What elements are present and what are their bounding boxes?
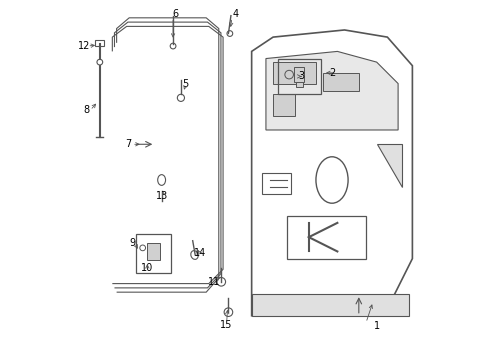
Text: 10: 10: [141, 262, 153, 273]
Text: 7: 7: [125, 139, 131, 149]
Ellipse shape: [157, 175, 165, 185]
Text: 6: 6: [172, 9, 178, 19]
Circle shape: [97, 59, 102, 65]
Text: 9: 9: [129, 238, 135, 248]
Text: 11: 11: [207, 277, 220, 287]
Bar: [287, 216, 365, 258]
Text: 2: 2: [328, 68, 334, 78]
Circle shape: [226, 31, 232, 36]
Bar: [278, 59, 321, 94]
Bar: [296, 82, 302, 87]
Ellipse shape: [315, 157, 347, 203]
Circle shape: [177, 94, 184, 102]
Text: 1: 1: [373, 321, 379, 332]
Bar: [272, 62, 315, 84]
Text: 14: 14: [193, 248, 205, 258]
Text: 15: 15: [220, 320, 232, 330]
Circle shape: [170, 43, 176, 49]
PathPatch shape: [265, 51, 397, 130]
Text: 5: 5: [182, 78, 188, 89]
Text: 13: 13: [156, 191, 168, 201]
Circle shape: [140, 245, 145, 251]
Text: 12: 12: [78, 41, 90, 51]
Ellipse shape: [190, 251, 198, 260]
Bar: [323, 73, 358, 91]
Circle shape: [217, 278, 225, 286]
Circle shape: [285, 70, 293, 79]
PathPatch shape: [251, 30, 411, 316]
PathPatch shape: [262, 173, 290, 194]
Text: 4: 4: [232, 9, 239, 19]
Bar: [135, 234, 171, 273]
Polygon shape: [376, 144, 401, 187]
Text: 8: 8: [83, 105, 89, 115]
Circle shape: [224, 308, 232, 316]
Text: 3: 3: [298, 71, 304, 81]
Bar: [251, 294, 408, 316]
Bar: [272, 94, 294, 116]
Bar: [293, 67, 303, 82]
Bar: [95, 40, 104, 46]
Bar: [147, 243, 160, 260]
